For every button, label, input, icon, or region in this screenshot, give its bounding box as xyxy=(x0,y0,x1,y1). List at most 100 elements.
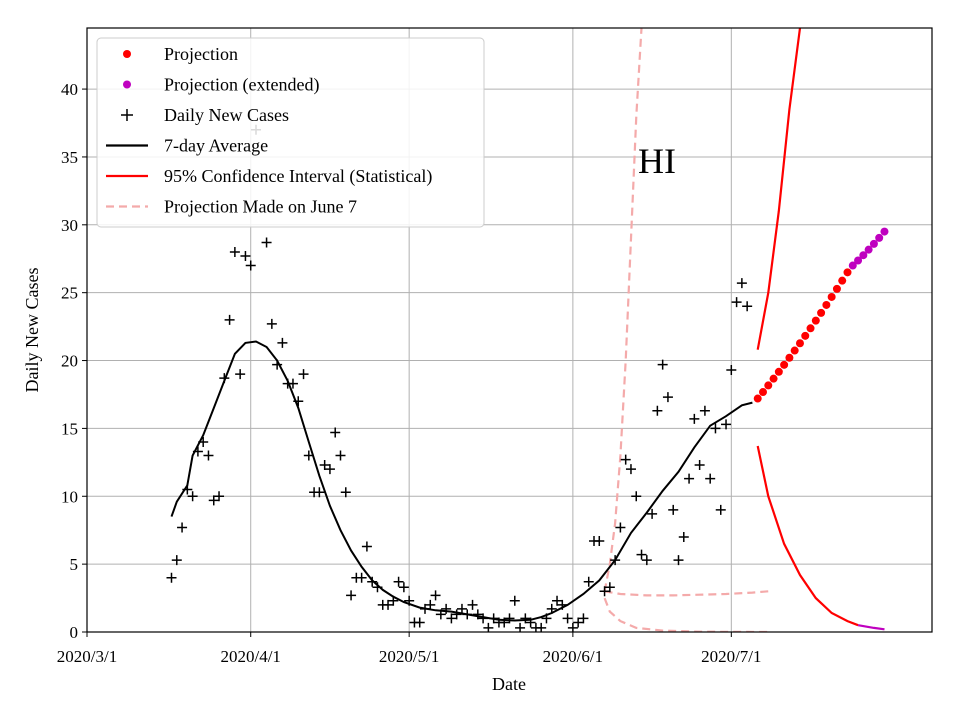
projection-extended-dot xyxy=(854,256,863,265)
daily-case-marker xyxy=(694,460,705,471)
daily-case-marker xyxy=(625,464,636,475)
june7-middle-line xyxy=(604,590,769,597)
daily-case-marker xyxy=(504,613,515,624)
daily-case-marker xyxy=(557,599,568,610)
y-tick-label: 0 xyxy=(70,623,79,642)
daily-case-marker xyxy=(509,595,520,606)
daily-case-marker xyxy=(604,582,615,593)
daily-case-marker xyxy=(203,450,214,461)
projection-dot xyxy=(764,381,773,390)
daily-case-marker xyxy=(715,504,726,515)
daily-case-marker xyxy=(388,595,399,606)
daily-case-marker xyxy=(641,555,652,566)
daily-case-marker xyxy=(462,609,473,620)
ci-lower-line xyxy=(756,445,859,627)
daily-case-marker xyxy=(705,473,716,484)
daily-case-marker xyxy=(673,555,684,566)
legend-label: 95% Confidence Interval (Statistical) xyxy=(164,166,432,187)
axis-ticks: 0 5 10 15 20 25 30 35 40 2020/3/1 2020/4/1 2020/5/1… xyxy=(57,80,762,666)
daily-case-marker xyxy=(515,622,526,632)
projection-dot xyxy=(838,276,847,285)
daily-case-marker xyxy=(583,576,594,587)
daily-case-marker xyxy=(541,613,552,624)
june7-upper-line xyxy=(603,28,643,592)
daily-case-marker xyxy=(303,450,314,461)
daily-case-marker xyxy=(721,419,732,430)
daily-case-marker xyxy=(425,599,436,610)
daily-case-marker xyxy=(277,337,288,348)
daily-case-marker xyxy=(668,504,679,515)
daily-case-marker xyxy=(451,609,462,620)
daily-case-marker xyxy=(293,396,304,407)
daily-case-marker xyxy=(657,359,668,370)
projection-dot xyxy=(843,268,852,277)
daily-case-marker xyxy=(372,582,383,593)
daily-case-marker xyxy=(314,487,325,498)
daily-case-marker xyxy=(430,590,441,601)
projection-dot xyxy=(822,300,831,309)
daily-case-marker xyxy=(383,599,394,610)
daily-case-marker xyxy=(710,423,721,434)
daily-case-marker xyxy=(414,617,425,628)
daily-case-marker xyxy=(393,576,404,587)
projection-dot xyxy=(832,284,841,293)
projection-dot xyxy=(811,316,820,325)
daily-case-marker xyxy=(662,392,673,403)
y-axis-label: Daily New Cases xyxy=(22,268,42,393)
seven-day-average-line xyxy=(170,340,753,622)
daily-case-marker xyxy=(615,522,626,533)
daily-case-marker xyxy=(208,495,219,506)
daily-case-marker xyxy=(287,378,298,389)
x-axis-label: Date xyxy=(492,674,526,694)
daily-case-marker xyxy=(330,427,341,438)
daily-case-marker xyxy=(567,622,578,632)
daily-case-marker xyxy=(610,555,621,566)
daily-case-marker xyxy=(594,536,605,547)
daily-case-marker xyxy=(187,491,198,502)
daily-case-marker xyxy=(298,369,309,380)
daily-case-marker xyxy=(636,549,647,560)
daily-case-marker xyxy=(224,314,235,325)
daily-case-marker xyxy=(472,609,483,620)
state-annotation: HI xyxy=(638,141,676,181)
projection-extended-dot xyxy=(848,261,857,270)
daily-case-marker xyxy=(652,405,663,416)
daily-case-marker xyxy=(214,491,225,502)
projection-extended-dot xyxy=(880,227,889,236)
daily-case-marker xyxy=(467,599,478,610)
daily-case-marker xyxy=(736,278,747,289)
daily-case-marker xyxy=(245,260,256,271)
legend-marker xyxy=(123,50,131,58)
daily-case-marker xyxy=(488,613,499,624)
projection-dot xyxy=(780,360,789,369)
x-tick-label: 2020/7/1 xyxy=(701,647,761,666)
daily-case-marker xyxy=(219,373,230,384)
daily-case-marker xyxy=(684,473,695,484)
daily-case-marker xyxy=(356,572,367,583)
series-layer xyxy=(166,28,889,632)
daily-case-marker xyxy=(478,613,489,624)
legend-label: Projection xyxy=(164,44,238,64)
daily-case-marker xyxy=(171,555,182,566)
y-tick-label: 40 xyxy=(61,80,78,99)
daily-case-marker xyxy=(192,446,203,457)
projection-extended-dot xyxy=(875,233,884,242)
daily-case-marker xyxy=(441,603,452,614)
daily-case-marker xyxy=(525,617,536,628)
daily-case-marker xyxy=(573,617,584,628)
daily-case-marker xyxy=(166,572,177,583)
legend-box xyxy=(96,37,485,228)
daily-case-marker xyxy=(699,405,710,416)
y-tick-label: 10 xyxy=(61,487,78,506)
daily-case-marker xyxy=(647,508,658,519)
daily-case-marker xyxy=(456,603,467,614)
daily-case-marker xyxy=(346,590,357,601)
y-tick-label: 20 xyxy=(61,352,78,371)
projection-dot xyxy=(785,353,794,362)
daily-case-marker xyxy=(261,237,272,248)
y-tick-label: 25 xyxy=(61,284,78,303)
projection-dot xyxy=(759,388,767,397)
projection-extended-dot xyxy=(864,245,873,254)
daily-case-marker xyxy=(731,297,742,308)
